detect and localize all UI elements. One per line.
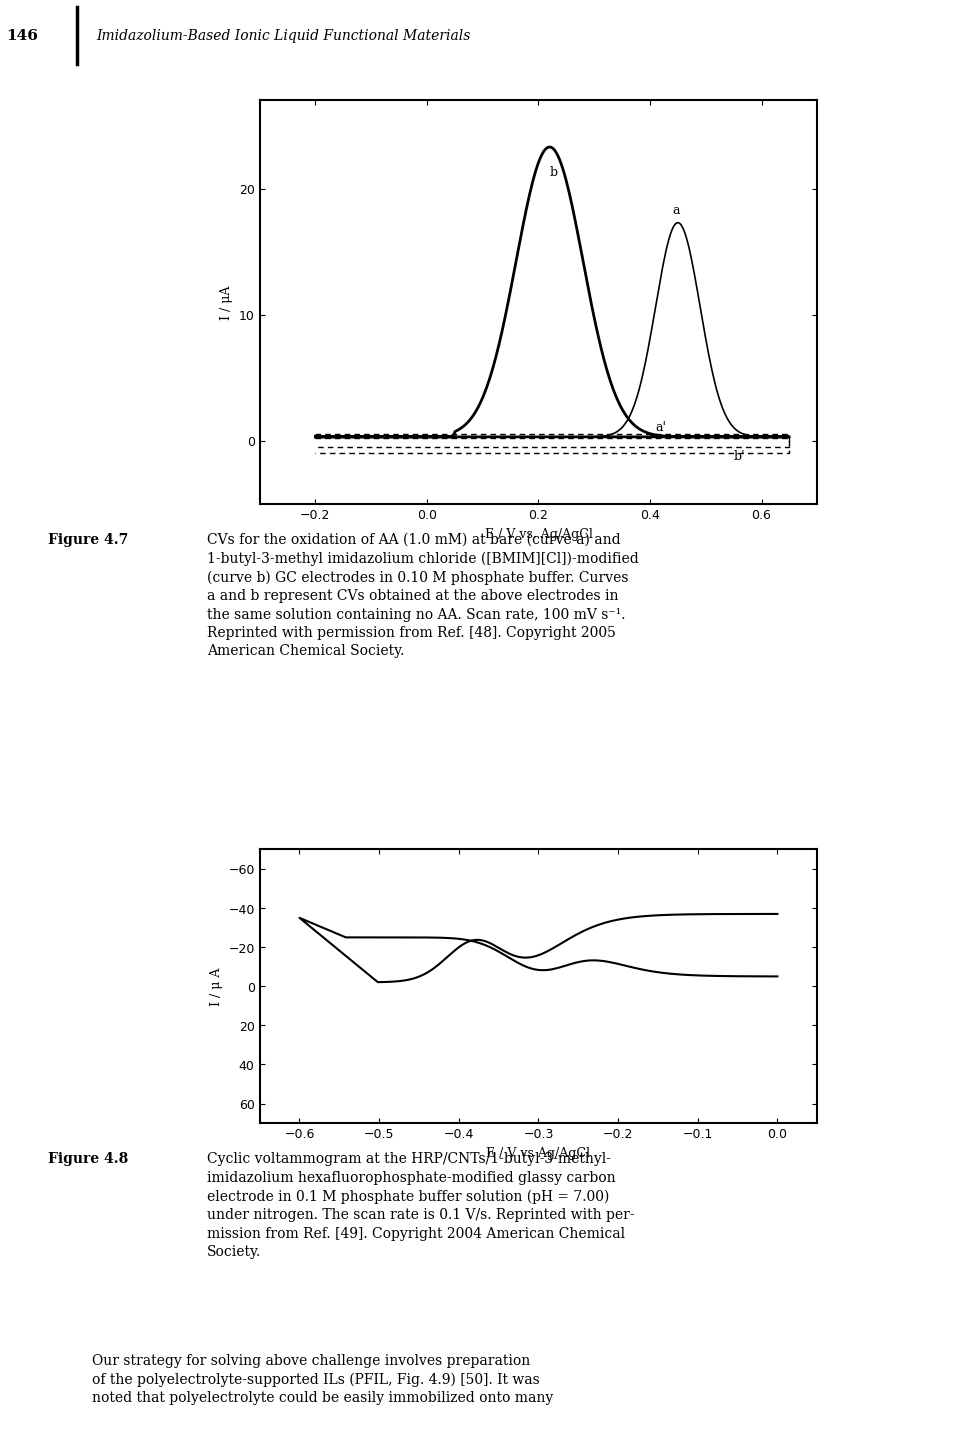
Text: Imidazolium-Based Ionic Liquid Functional Materials: Imidazolium-Based Ionic Liquid Functiona…: [96, 29, 470, 43]
Y-axis label: I / μ A: I / μ A: [209, 968, 223, 1005]
Text: Figure 4.7: Figure 4.7: [48, 533, 128, 547]
Y-axis label: I / μA: I / μA: [220, 285, 234, 320]
Text: b': b': [733, 449, 745, 462]
Text: 146: 146: [7, 29, 38, 43]
Text: Figure 4.8: Figure 4.8: [48, 1152, 128, 1166]
Text: a: a: [672, 204, 679, 217]
X-axis label: E / V vs Ag/AgCl: E / V vs Ag/AgCl: [486, 1146, 590, 1159]
Text: a': a': [655, 420, 666, 433]
X-axis label: E / V vs. Ag/AgCl: E / V vs. Ag/AgCl: [484, 527, 592, 540]
Text: Cyclic voltammogram at the HRP/CNTs/1-butyl-3-methyl-
imidazolium hexafluorophos: Cyclic voltammogram at the HRP/CNTs/1-bu…: [208, 1152, 634, 1259]
Text: b: b: [550, 167, 557, 180]
Text: CVs for the oxidation of AA (1.0 mM) at bare (curve a) and
1-butyl-3-methyl imid: CVs for the oxidation of AA (1.0 mM) at …: [208, 533, 639, 658]
Text: Our strategy for solving above challenge involves preparation
of the polyelectro: Our strategy for solving above challenge…: [92, 1354, 554, 1405]
